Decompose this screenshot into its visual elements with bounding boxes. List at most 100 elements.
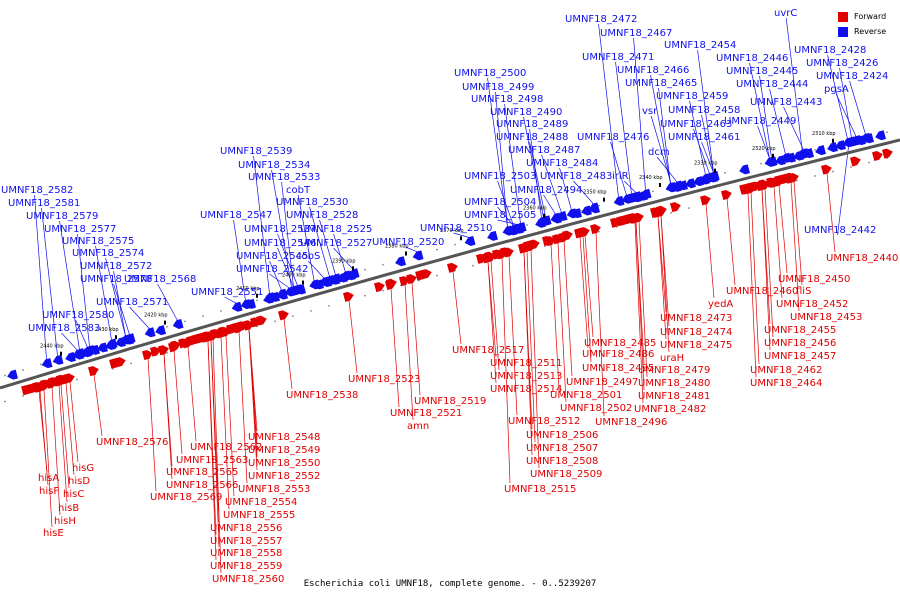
reverse-gene-arrow[interactable]: [802, 148, 814, 159]
forward-gene-label[interactable]: UMNF18_2460: [726, 286, 798, 297]
forward-gene-label[interactable]: UMNF18_2455: [764, 325, 836, 336]
reverse-gene-label[interactable]: UMNF18_2520: [372, 237, 444, 248]
forward-gene-label[interactable]: UMNF18_2555: [223, 510, 295, 521]
reverse-gene-label[interactable]: UMNF18_2459: [656, 91, 728, 102]
reverse-gene-arrow[interactable]: [96, 342, 108, 353]
forward-gene-label[interactable]: UMNF18_2440: [826, 253, 898, 264]
reverse-gene-label[interactable]: UMNF18_2488: [496, 132, 568, 143]
reverse-gene-arrow[interactable]: [172, 319, 184, 330]
reverse-gene-label[interactable]: UMNF18_2446: [716, 53, 788, 64]
reverse-gene-label[interactable]: UMNF18_2580: [42, 310, 114, 321]
forward-gene-arrow[interactable]: [56, 373, 68, 385]
forward-gene-label[interactable]: UMNF18_2464: [750, 378, 822, 389]
reverse-gene-label[interactable]: UMNF18_2575: [62, 236, 134, 247]
reverse-gene-arrow[interactable]: [154, 325, 166, 336]
forward-gene-label[interactable]: UMNF18_2519: [414, 396, 486, 407]
reverse-gene-label[interactable]: UMNF18_2545: [236, 251, 308, 262]
forward-gene-arrow[interactable]: [850, 155, 862, 167]
forward-gene-arrow[interactable]: [210, 328, 222, 340]
forward-gene-label[interactable]: UMNF18_2558: [210, 548, 282, 559]
reverse-gene-label[interactable]: UMNF18_2467: [600, 28, 672, 39]
forward-gene-label[interactable]: hisD: [68, 476, 90, 487]
forward-gene-label[interactable]: hisE: [43, 528, 64, 539]
reverse-gene-arrow[interactable]: [114, 337, 126, 348]
reverse-gene-label[interactable]: UMNF18_2428: [794, 45, 866, 56]
forward-gene-label[interactable]: UMNF18_2497: [566, 377, 638, 388]
reverse-gene-arrow[interactable]: [676, 180, 688, 191]
forward-gene-arrow[interactable]: [670, 201, 682, 213]
forward-gene-arrow[interactable]: [202, 330, 214, 342]
reverse-gene-label[interactable]: UMNF18_2577: [44, 224, 116, 235]
reverse-gene-label[interactable]: UMNF18_2525: [300, 224, 372, 235]
reverse-gene-label[interactable]: UMNF18_2551: [191, 287, 263, 298]
forward-gene-label[interactable]: amn: [407, 421, 429, 432]
forward-gene-label[interactable]: UMNF18_2554: [225, 497, 297, 508]
forward-gene-arrow[interactable]: [656, 204, 668, 216]
reverse-gene-arrow[interactable]: [231, 301, 243, 313]
reverse-gene-label[interactable]: UMNF18_2426: [806, 58, 878, 69]
reverse-gene-arrow[interactable]: [320, 277, 332, 288]
reverse-gene-label[interactable]: UMNF18_2454: [664, 40, 736, 51]
reverse-gene-arrow[interactable]: [72, 349, 84, 361]
reverse-gene-label[interactable]: UMNF18_2466: [617, 65, 689, 76]
forward-gene-label[interactable]: UMNF18_2550: [248, 458, 320, 469]
forward-gene-label[interactable]: UMNF18_2482: [634, 404, 706, 415]
reverse-gene-label[interactable]: UMNF18_2444: [736, 79, 808, 90]
forward-gene-arrow[interactable]: [170, 339, 182, 351]
forward-gene-label[interactable]: UMNF18_2548: [248, 432, 320, 443]
forward-gene-arrow[interactable]: [386, 277, 398, 289]
reverse-gene-arrow[interactable]: [104, 340, 116, 351]
reverse-gene-arrow[interactable]: [534, 217, 546, 229]
reverse-gene-arrow[interactable]: [88, 344, 100, 356]
reverse-gene-arrow[interactable]: [52, 354, 64, 366]
reverse-gene-label[interactable]: UMNF18_2504: [464, 197, 536, 208]
reverse-gene-label[interactable]: UMNF18_2424: [816, 71, 888, 82]
forward-gene-arrow[interactable]: [48, 376, 60, 388]
forward-gene-label[interactable]: yedA: [708, 299, 733, 310]
reverse-gene-arrow[interactable]: [244, 298, 256, 310]
forward-gene-label[interactable]: UMNF18_2506: [526, 430, 598, 441]
reverse-gene-arrow[interactable]: [834, 140, 846, 151]
reverse-gene-label[interactable]: UMNF18_2537: [244, 224, 316, 235]
reverse-gene-label[interactable]: UMNF18_2461: [668, 132, 740, 143]
forward-gene-label[interactable]: UMNF18_2452: [776, 299, 848, 310]
forward-gene-label[interactable]: UMNF18_2502: [560, 403, 632, 414]
forward-gene-label[interactable]: UMNF18_2457: [764, 351, 836, 362]
forward-gene-label[interactable]: UMNF18_2566: [166, 480, 238, 491]
forward-gene-label[interactable]: UMNF18_2559: [210, 561, 282, 572]
reverse-gene-label[interactable]: UMNF18_2487: [508, 145, 580, 156]
reverse-gene-arrow[interactable]: [276, 289, 288, 301]
reverse-gene-label[interactable]: UMNF18_2579: [26, 211, 98, 222]
reverse-gene-arrow[interactable]: [738, 164, 750, 175]
forward-gene-arrow[interactable]: [447, 262, 459, 273]
reverse-gene-label[interactable]: UMNF18_2458: [668, 105, 740, 116]
forward-gene-label[interactable]: UMNF18_2553: [238, 484, 310, 495]
forward-gene-arrow[interactable]: [484, 250, 496, 262]
reverse-gene-label[interactable]: UMNF18_2484: [526, 158, 598, 169]
reverse-gene-arrow[interactable]: [394, 256, 406, 267]
forward-gene-label[interactable]: UMNF18_2557: [210, 536, 282, 547]
reverse-gene-arrow[interactable]: [328, 274, 340, 286]
reverse-gene-arrow[interactable]: [580, 205, 592, 217]
reverse-gene-label[interactable]: UMNF18_2465: [625, 78, 697, 89]
reverse-gene-label[interactable]: UMNF18_2503: [464, 171, 536, 182]
reverse-gene-label[interactable]: cobS: [296, 251, 320, 262]
forward-gene-arrow[interactable]: [278, 309, 290, 321]
forward-gene-arrow[interactable]: [374, 281, 386, 293]
forward-gene-label[interactable]: UMNF18_2495: [582, 363, 654, 374]
forward-gene-arrow[interactable]: [766, 176, 778, 188]
reverse-gene-label[interactable]: dcm: [648, 147, 670, 158]
reverse-gene-arrow[interactable]: [284, 286, 296, 297]
forward-gene-label[interactable]: UMNF18_2474: [660, 327, 732, 338]
reverse-gene-arrow[interactable]: [764, 156, 776, 168]
forward-gene-label[interactable]: UMNF18_2462: [750, 365, 822, 376]
reverse-gene-label[interactable]: UMNF18_2534: [238, 160, 310, 171]
forward-gene-label[interactable]: UMNF18_2549: [248, 445, 320, 456]
forward-gene-arrow[interactable]: [577, 226, 589, 238]
forward-gene-label[interactable]: hisB: [58, 503, 79, 514]
reverse-gene-arrow[interactable]: [636, 190, 648, 202]
forward-gene-arrow[interactable]: [142, 349, 154, 361]
forward-gene-arrow[interactable]: [32, 381, 44, 393]
forward-gene-arrow[interactable]: [821, 163, 833, 175]
forward-gene-label[interactable]: hisA: [38, 473, 59, 484]
